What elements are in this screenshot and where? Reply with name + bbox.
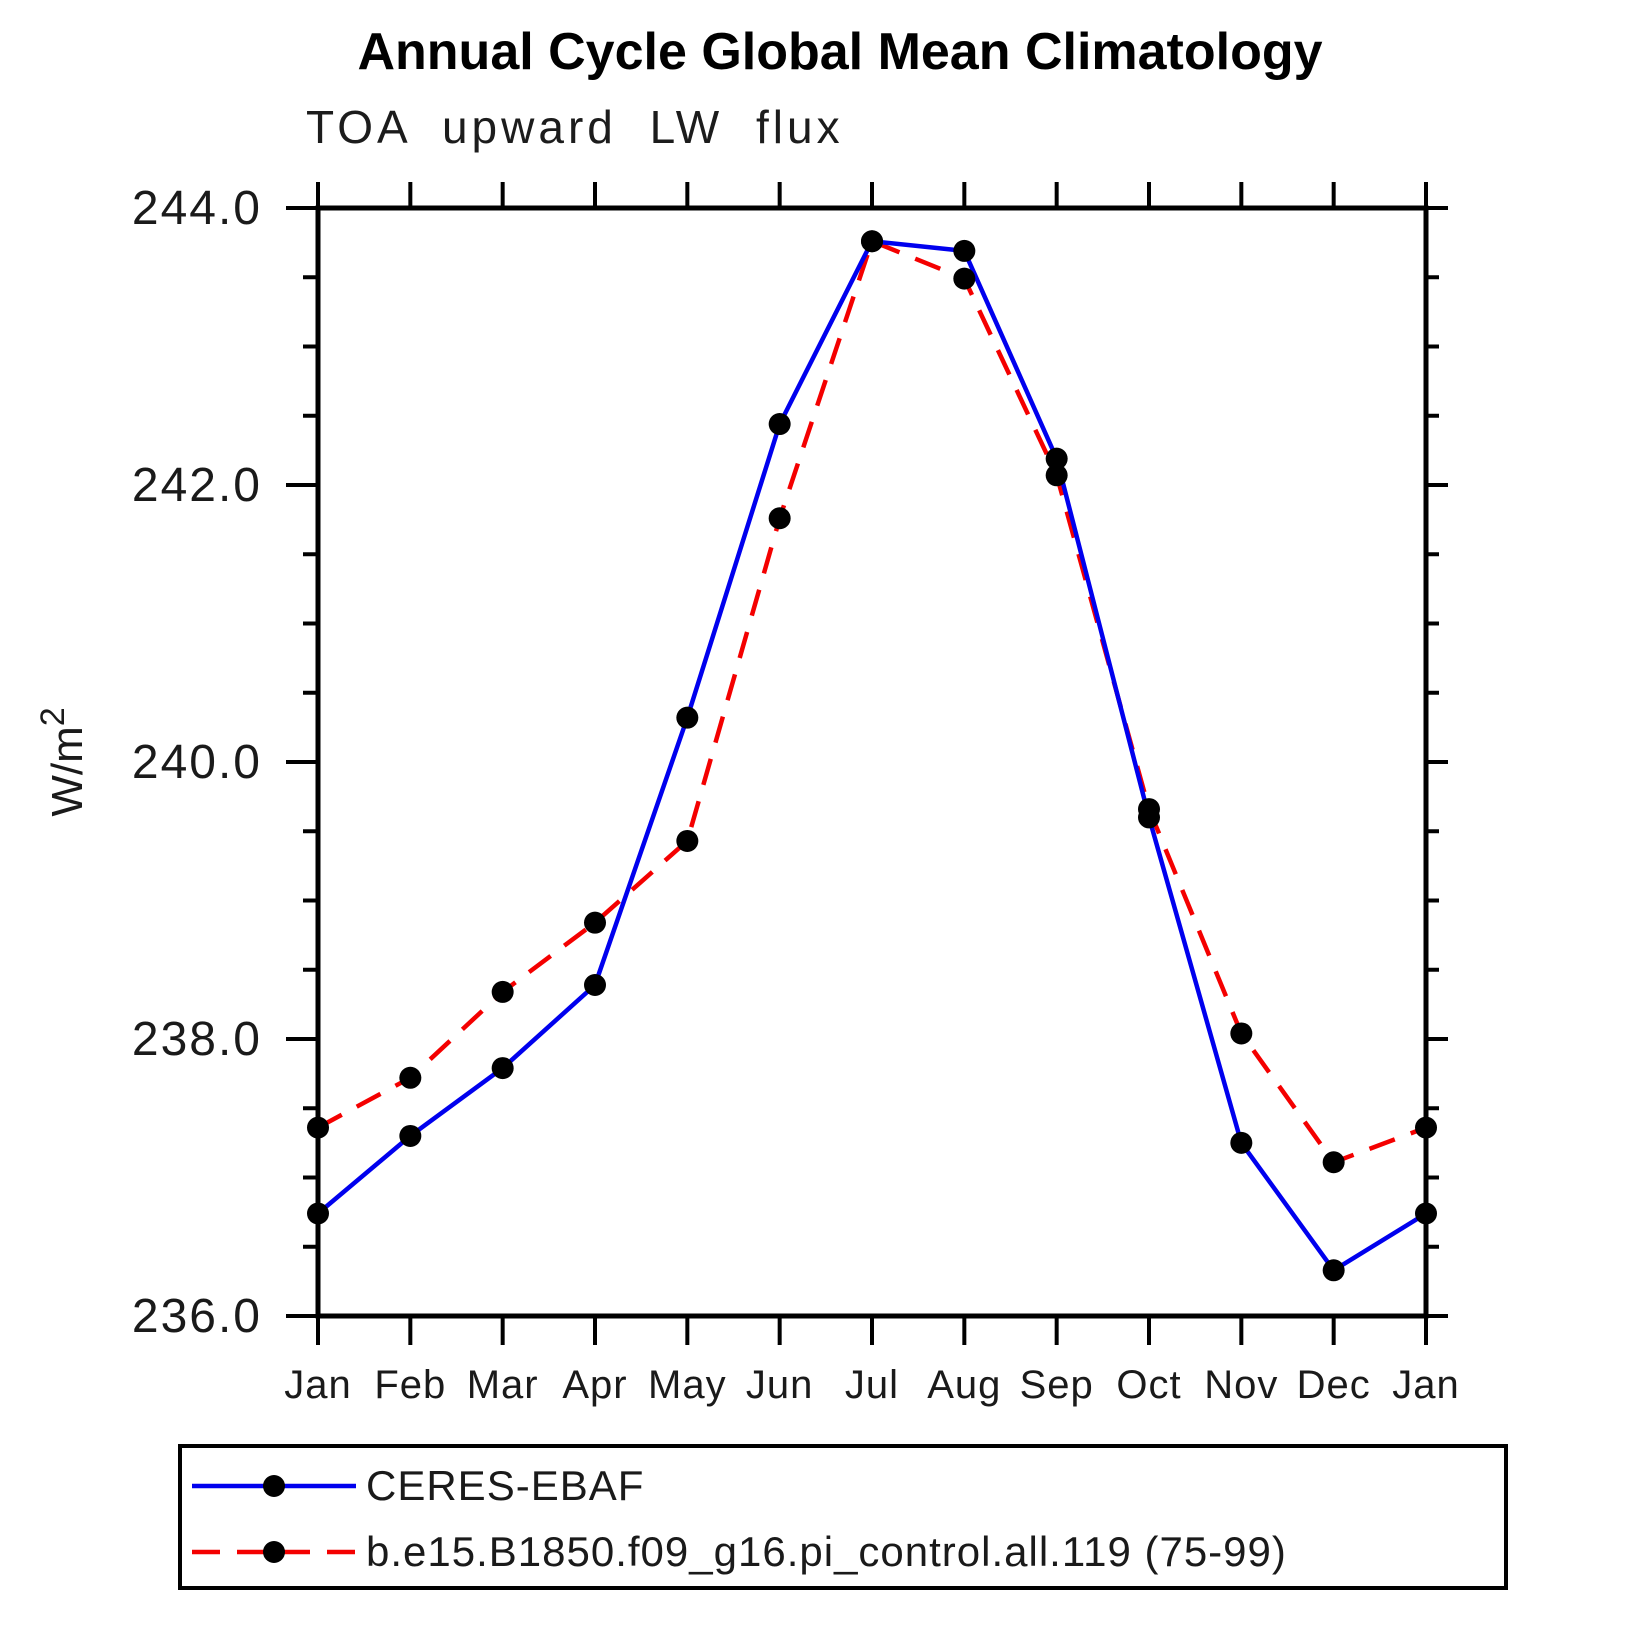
series-marker-0 bbox=[307, 1202, 329, 1225]
legend-line-sample-model bbox=[192, 1541, 356, 1563]
series-marker-1 bbox=[307, 1116, 329, 1139]
series-marker-1 bbox=[399, 1066, 422, 1089]
chart-subtitle: TOA upward LW flux bbox=[306, 101, 844, 153]
x-tick-label: Nov bbox=[1204, 1363, 1278, 1407]
plot-frame bbox=[315, 205, 1429, 1319]
series-line-0 bbox=[316, 238, 1428, 1273]
y-axis-title: W/m2 bbox=[34, 707, 92, 816]
series-marker-1 bbox=[1230, 1022, 1253, 1045]
x-tick-label: Jan bbox=[284, 1363, 352, 1407]
y-tick-label: 242.0 bbox=[132, 459, 262, 512]
x-tick-label: Apr bbox=[562, 1363, 627, 1407]
series-marker-0 bbox=[861, 230, 883, 253]
series-marker-1 bbox=[953, 267, 976, 290]
series-marker-1 bbox=[1415, 1116, 1437, 1139]
x-tick-label: Sep bbox=[1020, 1363, 1094, 1407]
y-tick-label: 236.0 bbox=[132, 1290, 262, 1343]
series-marker-0 bbox=[1322, 1259, 1345, 1282]
chart-title: Annual Cycle Global Mean Climatology bbox=[357, 23, 1323, 81]
series-marker-0 bbox=[953, 239, 976, 262]
series-marker-1 bbox=[491, 980, 514, 1003]
legend-item-ceres: CERES-EBAF bbox=[186, 1462, 645, 1509]
series-marker-0 bbox=[676, 706, 699, 729]
x-tick-label: Jun bbox=[746, 1363, 814, 1407]
series-marker-0 bbox=[1138, 806, 1160, 829]
series-marker-1 bbox=[768, 507, 791, 530]
series-line-1 bbox=[316, 238, 1427, 1165]
y-tick-label: 238.0 bbox=[132, 1013, 262, 1066]
x-tick-label: Mar bbox=[467, 1363, 539, 1407]
x-tick-label: Oct bbox=[1116, 1363, 1181, 1407]
legend-item-model: b.e15.B1850.f09_g16.pi_control.all.119 (… bbox=[186, 1528, 1287, 1575]
x-tick-label: Feb bbox=[374, 1363, 446, 1407]
series-marker-0 bbox=[584, 973, 606, 996]
x-tick-label: May bbox=[648, 1363, 727, 1407]
series-marker-1 bbox=[584, 911, 606, 934]
x-tick-label: Jan bbox=[1392, 1363, 1460, 1407]
series-marker-1 bbox=[676, 829, 699, 852]
legend-label-model: b.e15.B1850.f09_g16.pi_control.all.119 (… bbox=[366, 1528, 1287, 1575]
series-marker-0 bbox=[399, 1124, 422, 1147]
series-marker-1 bbox=[1322, 1151, 1345, 1174]
series-marker-0 bbox=[1230, 1131, 1253, 1154]
x-tick-label: Dec bbox=[1297, 1363, 1371, 1407]
legend-box: CERES-EBAF b.e15.B1850.f09_g16.pi_contro… bbox=[178, 1444, 1508, 1590]
x-tick-label: Aug bbox=[927, 1363, 1001, 1407]
series-marker-0 bbox=[491, 1057, 514, 1080]
x-tick-label: Jul bbox=[845, 1363, 899, 1407]
series-marker-0 bbox=[1045, 447, 1068, 470]
series-marker-0 bbox=[768, 413, 791, 436]
legend-label-ceres: CERES-EBAF bbox=[366, 1462, 645, 1509]
series-marker-0 bbox=[1415, 1202, 1437, 1225]
series-marker-1 bbox=[1045, 464, 1068, 487]
legend-line-sample-ceres bbox=[192, 1475, 356, 1497]
y-tick-label: 240.0 bbox=[132, 736, 262, 789]
y-tick-label: 244.0 bbox=[132, 182, 262, 235]
